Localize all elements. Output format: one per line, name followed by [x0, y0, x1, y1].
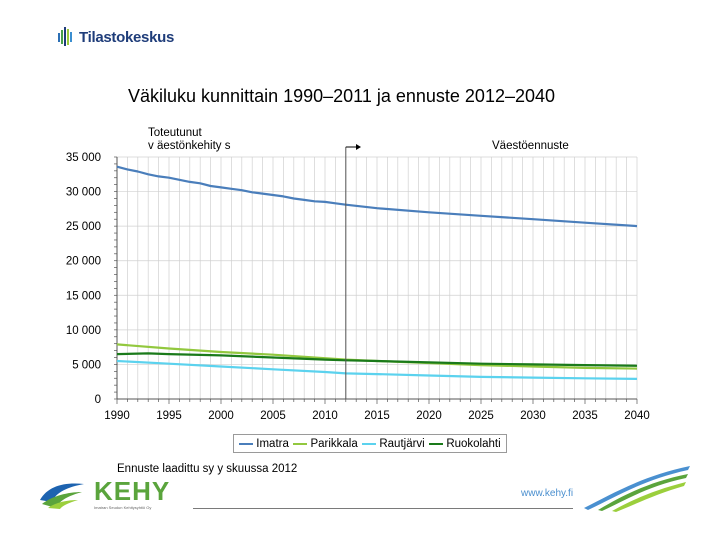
y-tick-label: 30 000: [66, 187, 101, 199]
kehy-website-link[interactable]: www.kehy.fi: [521, 488, 574, 499]
series-line-imatra: [116, 165, 638, 228]
chart-title: Väkiluku kunnittain 1990–2011 ja ennuste…: [128, 86, 556, 106]
x-tick-label: 1990: [104, 410, 130, 422]
tilastokeskus-logo: Tilastokeskus: [58, 27, 174, 47]
kehy-swoosh-logo-icon: [40, 483, 84, 509]
x-tick-label: 2035: [572, 410, 598, 422]
legend-swatch: [362, 442, 377, 445]
forecast-arrow-head: [356, 144, 361, 150]
legend-item: Imatra: [239, 438, 289, 450]
grid: [117, 156, 638, 399]
brand-name: Tilastokeskus: [79, 28, 175, 46]
kehy-name: KEHY: [94, 476, 171, 506]
legend-swatch: [239, 442, 254, 445]
legend-label: Ruokolahti: [446, 437, 501, 450]
x-tick-label: 2030: [520, 410, 546, 422]
axes: 0 5 000 10 000 15 000 20 000 25 000 30 000 35 0…: [66, 152, 650, 422]
y-tick-label: 15 000: [66, 290, 101, 302]
legend-swatch: [429, 442, 444, 445]
series-line-rautjrvi: [116, 359, 638, 380]
x-tick-label: 2025: [468, 410, 494, 422]
y-tick-label: 25 000: [66, 221, 101, 233]
legend-label: Parikkala: [310, 437, 358, 450]
forecast-footnote: Ennuste laadittu sy y skuussa 2012: [117, 463, 298, 475]
legend-item: Ruokolahti: [429, 437, 501, 450]
forecast-divider: [345, 144, 361, 399]
y-tick-label: 20 000: [66, 256, 101, 268]
chart-legend: Imatra Parikkala Rautjärvi Ruokolahti: [233, 434, 507, 453]
y-tick-label: 0: [95, 394, 101, 406]
forecast-label: Väestöennuste: [492, 140, 569, 152]
footer-divider: [193, 508, 573, 509]
x-tick-label: 2040: [624, 410, 650, 422]
x-tick-label: 2000: [208, 410, 234, 422]
legend-item: Parikkala: [293, 437, 358, 450]
legend-swatch: [293, 442, 308, 445]
actual-development-label: Toteutunut v äestönkehity s: [148, 127, 231, 152]
y-tick-label: 5 000: [72, 359, 101, 371]
x-tick-label: 2005: [260, 410, 286, 422]
kehy-logo: KEHY Imatran Seudun Kehitysyhtiö Oy: [38, 478, 170, 510]
legend-label: Rautjärvi: [379, 437, 425, 450]
y-tick-label: 10 000: [66, 325, 101, 337]
y-tick-label: 35 000: [66, 152, 101, 164]
legend-label: Imatra: [256, 437, 289, 450]
x-tick-label: 1995: [156, 410, 182, 422]
x-tick-label: 2015: [364, 410, 390, 422]
legend-item: Rautjärvi: [362, 437, 425, 450]
decorative-stripes-icon: [584, 466, 690, 512]
x-tick-label: 2010: [312, 410, 338, 422]
kehy-subtitle: Imatran Seudun Kehitysyhtiö Oy: [94, 505, 152, 510]
x-tick-label: 2020: [416, 410, 442, 422]
tilastokeskus-logo-icon: [58, 27, 72, 46]
